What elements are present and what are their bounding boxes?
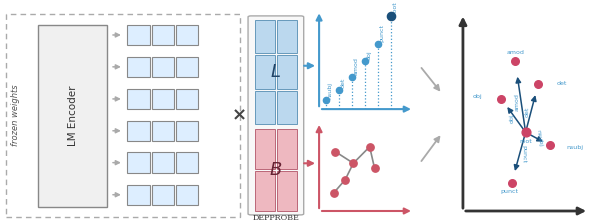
FancyBboxPatch shape: [248, 16, 304, 215]
Bar: [255, 171, 275, 211]
Bar: [255, 55, 275, 89]
Bar: [152, 57, 174, 77]
Text: nsubj: nsubj: [327, 82, 332, 99]
Bar: [255, 20, 275, 54]
Point: [497, 97, 506, 100]
Text: ×: ×: [232, 107, 247, 125]
Point: [533, 82, 543, 85]
Bar: [176, 185, 198, 205]
Point: [321, 99, 331, 102]
Text: amod: amod: [506, 50, 524, 55]
Bar: [176, 57, 198, 77]
Bar: [152, 121, 174, 141]
Bar: [277, 129, 297, 169]
Bar: [277, 20, 297, 54]
Text: obj: obj: [473, 94, 482, 99]
Point: [331, 150, 340, 153]
Bar: [127, 121, 150, 141]
Text: $B$: $B$: [269, 161, 282, 179]
Text: frozen weights: frozen weights: [11, 85, 21, 146]
Bar: [127, 25, 150, 45]
Point: [365, 145, 374, 149]
Bar: [176, 153, 198, 173]
Text: obj: obj: [366, 50, 371, 60]
Bar: [277, 55, 297, 89]
Bar: [152, 185, 174, 205]
Bar: [152, 153, 174, 173]
Bar: [255, 91, 275, 124]
Bar: [127, 57, 150, 77]
Point: [507, 181, 516, 185]
Bar: [152, 25, 174, 45]
Text: DEPPROBE: DEPPROBE: [252, 214, 300, 222]
Bar: [6, 14, 240, 218]
Bar: [176, 25, 198, 45]
Text: punct: punct: [379, 24, 384, 42]
Text: det: det: [340, 78, 345, 88]
Text: det: det: [557, 81, 567, 86]
Text: nsubj: nsubj: [567, 145, 583, 150]
Bar: [277, 91, 297, 124]
Text: amod: amod: [514, 93, 520, 111]
Point: [340, 178, 350, 181]
Point: [361, 60, 370, 63]
Point: [334, 88, 344, 91]
Text: LM Encoder: LM Encoder: [67, 85, 78, 146]
Bar: [127, 185, 150, 205]
Point: [329, 191, 339, 195]
Text: punct: punct: [500, 190, 519, 194]
Bar: [255, 129, 275, 169]
Point: [510, 59, 520, 63]
Point: [370, 166, 379, 170]
Text: det: det: [525, 107, 530, 117]
Bar: [277, 171, 297, 211]
Text: nsubj: nsubj: [536, 129, 543, 146]
Point: [521, 131, 530, 134]
Point: [349, 162, 358, 165]
Bar: [127, 89, 150, 109]
Text: amod: amod: [353, 57, 358, 75]
Point: [374, 42, 383, 46]
Point: [348, 75, 357, 78]
Text: root: root: [392, 1, 397, 14]
Bar: [152, 89, 174, 109]
Text: punct: punct: [521, 144, 526, 163]
Bar: [176, 121, 198, 141]
Bar: [176, 89, 198, 109]
Point: [387, 14, 396, 18]
Bar: [127, 153, 150, 173]
Text: root: root: [519, 139, 532, 144]
Point: [545, 144, 555, 147]
Bar: [38, 25, 107, 207]
Text: $L$: $L$: [271, 63, 281, 81]
Text: obj: obj: [509, 113, 514, 123]
